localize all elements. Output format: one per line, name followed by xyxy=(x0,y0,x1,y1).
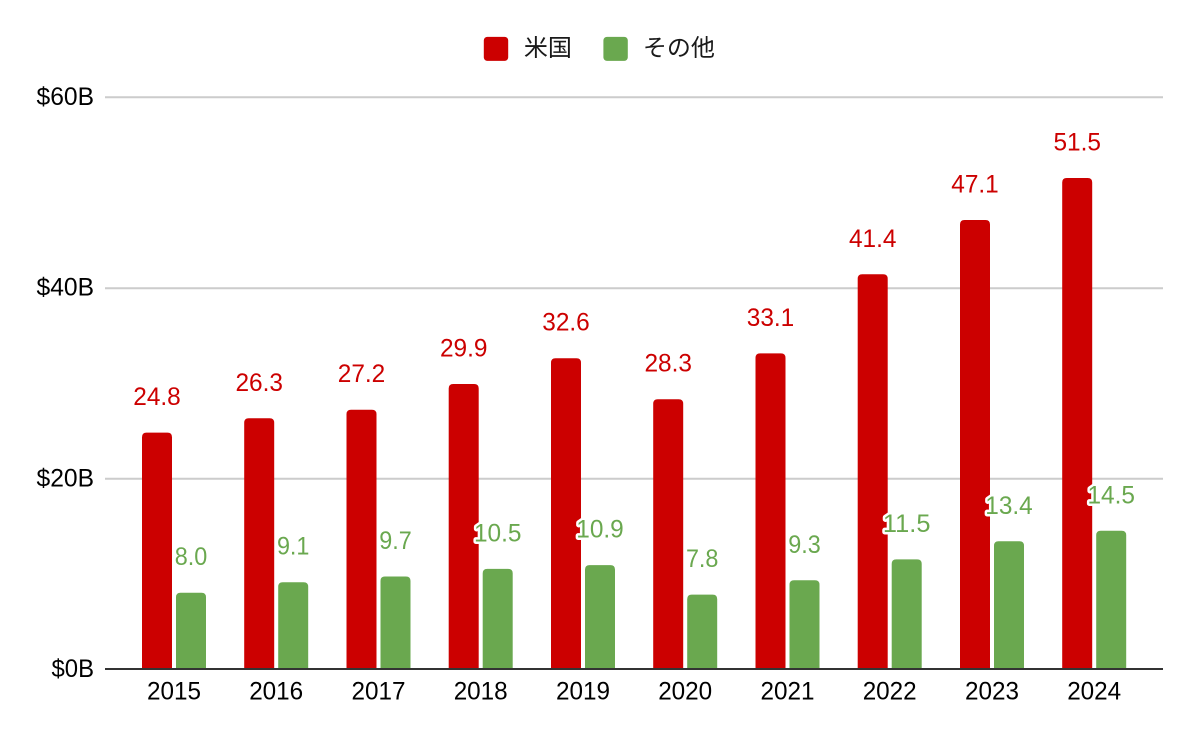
svg-text:2024: 2024 xyxy=(1067,678,1121,706)
svg-text:$0B: $0B xyxy=(52,655,95,683)
svg-text:27.2: 27.2 xyxy=(338,360,386,388)
svg-text:2020: 2020 xyxy=(658,678,712,706)
svg-text:2016: 2016 xyxy=(249,678,303,706)
svg-text:14.5: 14.5 xyxy=(1087,481,1135,509)
svg-text:9.7: 9.7 xyxy=(379,527,412,555)
svg-text:2022: 2022 xyxy=(863,678,917,706)
svg-text:10.5: 10.5 xyxy=(474,519,522,547)
svg-text:41.4: 41.4 xyxy=(849,225,897,253)
svg-text:24.8: 24.8 xyxy=(133,383,181,411)
svg-text:33.1: 33.1 xyxy=(747,304,795,332)
svg-text:2021: 2021 xyxy=(761,678,815,706)
svg-text:32.6: 32.6 xyxy=(542,309,590,337)
svg-text:29.9: 29.9 xyxy=(440,335,488,363)
svg-text:47.1: 47.1 xyxy=(951,171,999,199)
svg-text:2015: 2015 xyxy=(147,678,201,706)
svg-text:13.4: 13.4 xyxy=(985,492,1033,520)
svg-text:$20B: $20B xyxy=(37,464,95,492)
svg-text:2017: 2017 xyxy=(352,678,406,706)
svg-text:10.9: 10.9 xyxy=(576,516,624,544)
svg-text:8.0: 8.0 xyxy=(175,543,208,571)
svg-text:2018: 2018 xyxy=(454,678,508,706)
svg-text:$40B: $40B xyxy=(37,274,95,302)
svg-text:28.3: 28.3 xyxy=(644,350,692,378)
svg-text:9.3: 9.3 xyxy=(788,531,821,559)
svg-text:2023: 2023 xyxy=(965,678,1019,706)
svg-text:26.3: 26.3 xyxy=(235,369,283,397)
svg-text:7.8: 7.8 xyxy=(686,545,719,573)
svg-text:11.5: 11.5 xyxy=(883,510,931,538)
svg-text:$60B: $60B xyxy=(37,83,95,111)
svg-text:51.5: 51.5 xyxy=(1053,129,1101,157)
svg-text:2019: 2019 xyxy=(556,678,610,706)
svg-text:9.1: 9.1 xyxy=(277,533,310,561)
